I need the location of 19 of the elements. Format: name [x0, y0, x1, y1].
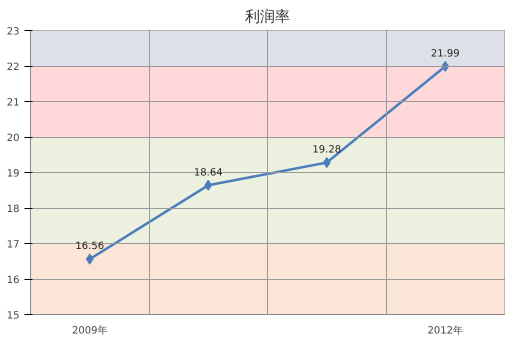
y-tick-label: 20	[6, 133, 20, 144]
point	[322, 157, 331, 168]
y-tick-label: 22	[6, 62, 20, 73]
data-label: 18.64	[194, 167, 223, 178]
x-tick-label: 2009年	[72, 324, 108, 336]
y-tick-label: 18	[6, 204, 20, 215]
point	[86, 254, 94, 265]
data-label: 19.28	[312, 144, 342, 156]
y-tick-label: 16	[6, 275, 20, 286]
x-tick-label: 2012年	[428, 324, 463, 336]
y-tick-label: 17	[6, 240, 20, 250]
y-tick-label: 23	[6, 26, 20, 38]
chart-title: 利润率	[245, 8, 290, 26]
y-tick-label: 19	[6, 168, 20, 180]
y-tick-label: 15	[6, 310, 20, 322]
y-tick-label: 21	[6, 98, 20, 108]
point	[204, 180, 212, 191]
data-label: 21.99	[430, 48, 460, 60]
data-label: 16.56	[75, 241, 104, 252]
